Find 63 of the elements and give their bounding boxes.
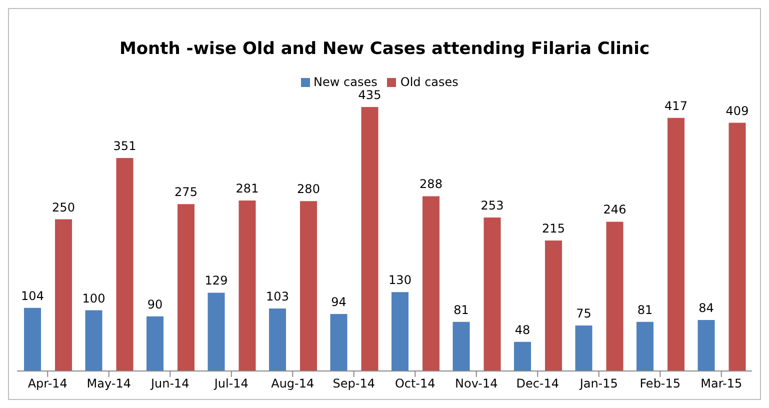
x-tick-label: Nov-14 — [455, 376, 498, 391]
x-tick-label: Sep-14 — [332, 376, 375, 391]
bar — [300, 201, 317, 371]
data-label: 94 — [331, 294, 346, 309]
bar — [606, 222, 624, 371]
data-label: 215 — [542, 222, 565, 236]
x-tick-label: Aug-14 — [271, 376, 314, 391]
data-label: 409 — [726, 104, 749, 118]
data-label: 75 — [576, 306, 592, 320]
bar — [116, 158, 134, 371]
bar — [146, 316, 164, 371]
x-tick-label: Jul-14 — [213, 376, 248, 391]
x-tick-label: Feb-15 — [640, 376, 681, 391]
legend-label: New cases — [314, 75, 378, 89]
bar — [636, 322, 654, 371]
bar — [361, 107, 378, 371]
bar — [422, 196, 440, 371]
bar — [178, 204, 194, 371]
bar — [668, 118, 684, 371]
data-label: 417 — [664, 98, 688, 113]
bar — [208, 292, 225, 371]
x-tick-label: Jan-15 — [578, 376, 618, 391]
data-label: 81 — [454, 302, 469, 317]
data-label: 81 — [637, 302, 653, 317]
bar — [575, 325, 592, 371]
data-label: 246 — [603, 202, 626, 217]
data-label: 100 — [82, 291, 106, 306]
bar — [452, 322, 470, 371]
data-label: 48 — [514, 322, 530, 337]
data-label: 253 — [480, 198, 504, 212]
data-label: 250 — [52, 200, 75, 214]
x-tick-label: Apr-14 — [28, 376, 68, 391]
bar — [728, 122, 746, 371]
x-tick-label: May-14 — [86, 376, 131, 391]
legend-label: Old cases — [400, 75, 458, 89]
bar — [238, 200, 256, 371]
x-tick-label: Mar-15 — [700, 376, 742, 391]
bar — [484, 217, 501, 371]
bar — [55, 219, 72, 371]
bar — [698, 320, 715, 371]
bar — [269, 308, 286, 371]
data-label: 281 — [236, 181, 259, 196]
bar — [85, 310, 102, 371]
data-label: 84 — [698, 301, 714, 316]
bar — [392, 292, 408, 371]
bar — [545, 240, 562, 371]
bar — [330, 314, 348, 371]
data-label: 351 — [113, 138, 136, 153]
data-label: 280 — [297, 182, 320, 196]
x-tick-label: Oct-14 — [394, 376, 436, 391]
x-tick-label: Dec-14 — [516, 376, 560, 391]
data-label: 130 — [388, 273, 412, 288]
data-label: 275 — [174, 185, 198, 200]
data-label: 129 — [204, 274, 228, 288]
data-label: 104 — [21, 288, 44, 303]
chart-title: Month -wise Old and New Cases attending Filaria Clinic — [118, 39, 651, 59]
bar — [514, 342, 531, 371]
data-label: 288 — [420, 177, 442, 192]
x-tick-label: Jun-14 — [150, 376, 190, 391]
data-label: 103 — [266, 289, 289, 304]
data-label: 435 — [358, 88, 382, 102]
bar — [24, 308, 41, 371]
data-label: 90 — [147, 297, 163, 312]
